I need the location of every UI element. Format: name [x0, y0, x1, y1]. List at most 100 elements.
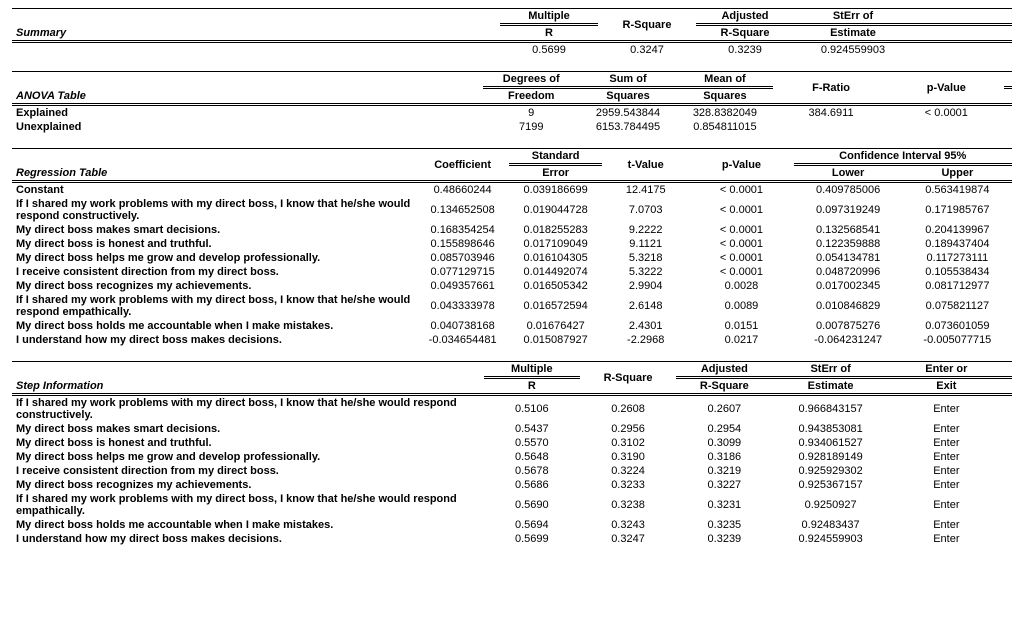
reg-row-label: My direct boss recognizes my achievement… — [12, 279, 416, 293]
reg-row-label: If I shared my work problems with my dir… — [12, 293, 416, 319]
reg-row-c4: < 0.0001 — [689, 197, 793, 223]
step-row-c5: Enter — [889, 395, 1004, 423]
reg-row-c5: 0.010846829 — [794, 293, 903, 319]
reg-row-c2: 0.014492074 — [509, 265, 602, 279]
reg-h1: Coefficient — [416, 149, 509, 182]
reg-row-label: If I shared my work problems with my dir… — [12, 197, 416, 223]
reg-row-c1: 0.48660244 — [416, 182, 509, 198]
step-row-label: My direct boss is honest and truthful. — [12, 436, 484, 450]
reg-row-c4: < 0.0001 — [689, 251, 793, 265]
anova-row-c1: 9 — [483, 105, 580, 121]
reg-row-c1: 0.134652508 — [416, 197, 509, 223]
reg-row-c4: < 0.0001 — [689, 223, 793, 237]
reg-row-c5: 0.097319249 — [794, 197, 903, 223]
reg-row-label: My direct boss helps me grow and develop… — [12, 251, 416, 265]
step-row-c3: 0.3099 — [676, 436, 772, 450]
reg-row-c6: 0.171985767 — [903, 197, 1012, 223]
anova-h1b: Freedom — [483, 88, 580, 105]
reg-row-c5: 0.132568541 — [794, 223, 903, 237]
step-row-c5: Enter — [889, 532, 1004, 546]
step-row-c3: 0.3231 — [676, 492, 772, 518]
step-row-c4: 0.924559903 — [773, 532, 889, 546]
step-h5b: Exit — [889, 378, 1004, 395]
anova-h2a: Sum of — [580, 72, 677, 88]
step-row-c5: Enter — [889, 422, 1004, 436]
reg-row-c3: 9.2222 — [602, 223, 690, 237]
reg-row-label: My direct boss holds me accountable when… — [12, 319, 416, 333]
step-row-c1: 0.5648 — [484, 450, 580, 464]
summary-h3a: Adjusted — [696, 9, 794, 25]
reg-row-label: My direct boss is honest and truthful. — [12, 237, 416, 251]
reg-ci: Confidence Interval 95% — [794, 149, 1012, 165]
anova-row-c1: 7199 — [483, 120, 580, 134]
step-h4a: StErr of — [773, 362, 889, 378]
summary-h4a: StErr of — [794, 9, 912, 25]
reg-row-c2: 0.016505342 — [509, 279, 602, 293]
step-h5a: Enter or — [889, 362, 1004, 378]
step-row-c3: 0.2954 — [676, 422, 772, 436]
step-h4b: Estimate — [773, 378, 889, 395]
anova-row-c2: 6153.784495 — [580, 120, 677, 134]
step-row-label: My direct boss recognizes my achievement… — [12, 478, 484, 492]
step-row-c1: 0.5106 — [484, 395, 580, 423]
reg-row-c5: 0.048720996 — [794, 265, 903, 279]
step-row-c2: 0.3190 — [580, 450, 676, 464]
reg-row-c4: 0.0217 — [689, 333, 793, 347]
reg-row-c2: 0.015087927 — [509, 333, 602, 347]
reg-h2a: Standard — [509, 149, 602, 165]
reg-row-c6: 0.204139967 — [903, 223, 1012, 237]
anova-h1a: Degrees of — [483, 72, 580, 88]
reg-row-c2: 0.017109049 — [509, 237, 602, 251]
reg-row-c1: 0.043333978 — [416, 293, 509, 319]
step-row-c4: 0.934061527 — [773, 436, 889, 450]
step-row-c3: 0.3227 — [676, 478, 772, 492]
regression-body: Constant 0.48660244 0.039186699 12.4175 … — [12, 182, 1012, 348]
summary-table: Summary Multiple R-Square Adjusted StErr… — [12, 8, 1012, 57]
reg-h2b: Error — [509, 165, 602, 182]
anova-h5: p-Value — [889, 72, 1004, 105]
anova-title: ANOVA Table — [12, 72, 483, 105]
reg-row-c2: 0.01676427 — [509, 319, 602, 333]
reg-row-c2: 0.018255283 — [509, 223, 602, 237]
anova-body: Explained 9 2959.543844 328.8382049 384.… — [12, 105, 1012, 135]
anova-row-c5: < 0.0001 — [889, 105, 1004, 121]
step-body: If I shared my work problems with my dir… — [12, 395, 1012, 547]
step-row-label: My direct boss helps me grow and develop… — [12, 450, 484, 464]
reg-row-c3: 5.3218 — [602, 251, 690, 265]
reg-row-c3: 9.1121 — [602, 237, 690, 251]
step-row-label: I understand how my direct boss makes de… — [12, 532, 484, 546]
reg-row-c4: 0.0089 — [689, 293, 793, 319]
reg-row-c6: 0.117273111 — [903, 251, 1012, 265]
reg-row-c6: 0.189437404 — [903, 237, 1012, 251]
anova-row-c4 — [773, 120, 888, 134]
summary-c3: 0.3239 — [696, 42, 794, 58]
reg-h3: t-Value — [602, 149, 690, 182]
step-row-c1: 0.5437 — [484, 422, 580, 436]
anova-h3b: Squares — [676, 88, 773, 105]
step-row-c2: 0.3233 — [580, 478, 676, 492]
reg-row-c2: 0.016104305 — [509, 251, 602, 265]
summary-c1: 0.5699 — [500, 42, 598, 58]
step-row-c1: 0.5686 — [484, 478, 580, 492]
anova-h3a: Mean of — [676, 72, 773, 88]
step-row-c4: 0.943853081 — [773, 422, 889, 436]
reg-row-c5: 0.054134781 — [794, 251, 903, 265]
anova-row-c5 — [889, 120, 1004, 134]
reg-row-c1: 0.077129715 — [416, 265, 509, 279]
step-row-c2: 0.2956 — [580, 422, 676, 436]
step-row-c2: 0.2608 — [580, 395, 676, 423]
anova-row-label: Unexplained — [12, 120, 483, 134]
reg-row-c5: -0.064231247 — [794, 333, 903, 347]
reg-row-c1: -0.034654481 — [416, 333, 509, 347]
step-row-c4: 0.9250927 — [773, 492, 889, 518]
regression-title: Regression Table — [12, 149, 416, 182]
reg-row-label: I understand how my direct boss makes de… — [12, 333, 416, 347]
step-row-c3: 0.3186 — [676, 450, 772, 464]
summary-h3b: R-Square — [696, 25, 794, 42]
step-row-c3: 0.3239 — [676, 532, 772, 546]
step-row-c2: 0.3238 — [580, 492, 676, 518]
step-row-label: My direct boss holds me accountable when… — [12, 518, 484, 532]
reg-row-label: I receive consistent direction from my d… — [12, 265, 416, 279]
step-row-c3: 0.2607 — [676, 395, 772, 423]
reg-row-c1: 0.085703946 — [416, 251, 509, 265]
